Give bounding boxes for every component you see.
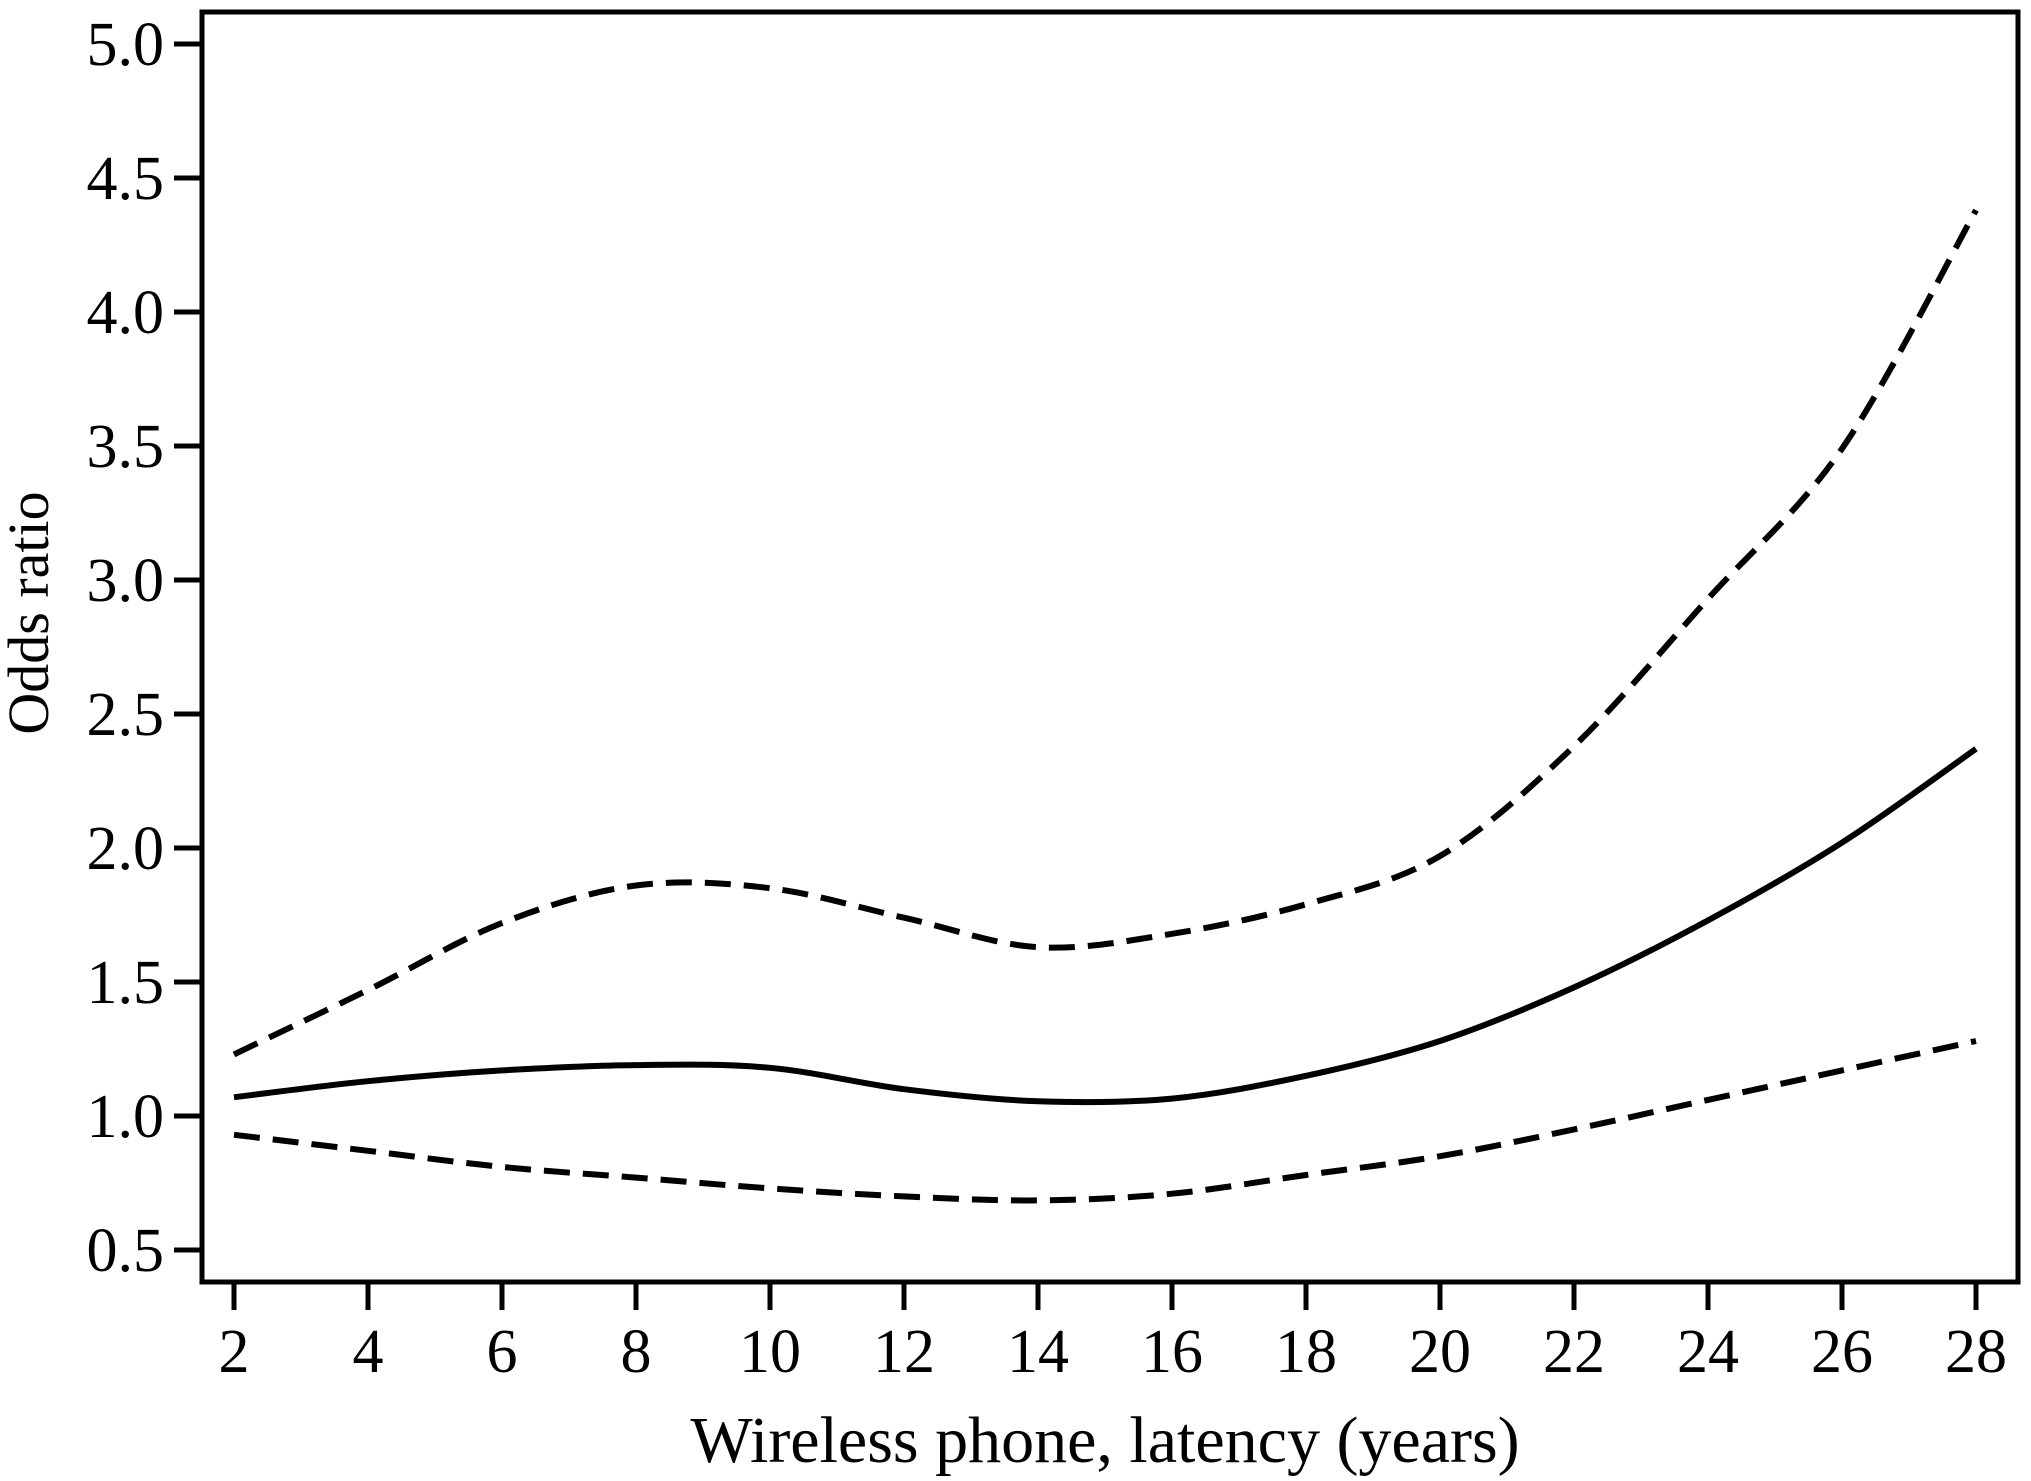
x-tick-label: 16: [1141, 1318, 1203, 1386]
x-tick-label: 26: [1811, 1318, 1873, 1386]
x-tick-label: 28: [1945, 1318, 2007, 1386]
x-tick-label: 20: [1409, 1318, 1471, 1386]
y-tick-label: 4.5: [87, 145, 165, 213]
x-tick-label: 10: [739, 1318, 801, 1386]
x-axis-ticks: 2 4 6 8 10 12 14 16 18 20 22 24 26 28: [219, 1282, 2007, 1386]
x-tick-label: 14: [1007, 1318, 1069, 1386]
y-tick-label: 0.5: [87, 1217, 165, 1285]
y-tick-label: 1.0: [87, 1083, 165, 1151]
y-tick-label: 4.0: [87, 279, 165, 347]
y-tick-label: 2.0: [87, 815, 165, 883]
plot-border: [199, 9, 2021, 1285]
x-tick-label: 12: [873, 1318, 935, 1386]
y-tick-label: 3.0: [87, 547, 165, 615]
y-tick-label: 5.0: [87, 11, 165, 79]
x-tick-label: 24: [1677, 1318, 1739, 1386]
x-tick-label: 22: [1543, 1318, 1605, 1386]
y-tick-label: 1.5: [87, 949, 165, 1017]
x-tick-label: 4: [353, 1318, 384, 1386]
y-tick-label: 3.5: [87, 413, 165, 481]
upper-confidence-limit-curve: [232, 208, 1979, 1058]
odds-ratio-estimate-curve: [233, 746, 1978, 1106]
x-axis-title: Wireless phone, latency (years): [690, 1404, 1519, 1477]
x-tick-label: 8: [621, 1318, 652, 1386]
y-axis-title: Odds ratio: [0, 491, 61, 734]
y-axis-ticks: 0.5 1.0 1.5 2.0 2.5 3.0 3.5 4.0 4.5 5.0: [87, 11, 202, 1285]
lower-confidence-limit-curve: [233, 1038, 1977, 1204]
curves: [232, 208, 1979, 1204]
x-tick-label: 6: [487, 1318, 518, 1386]
x-tick-label: 18: [1275, 1318, 1337, 1386]
y-tick-label: 2.5: [87, 681, 165, 749]
x-tick-label: 2: [219, 1318, 250, 1386]
